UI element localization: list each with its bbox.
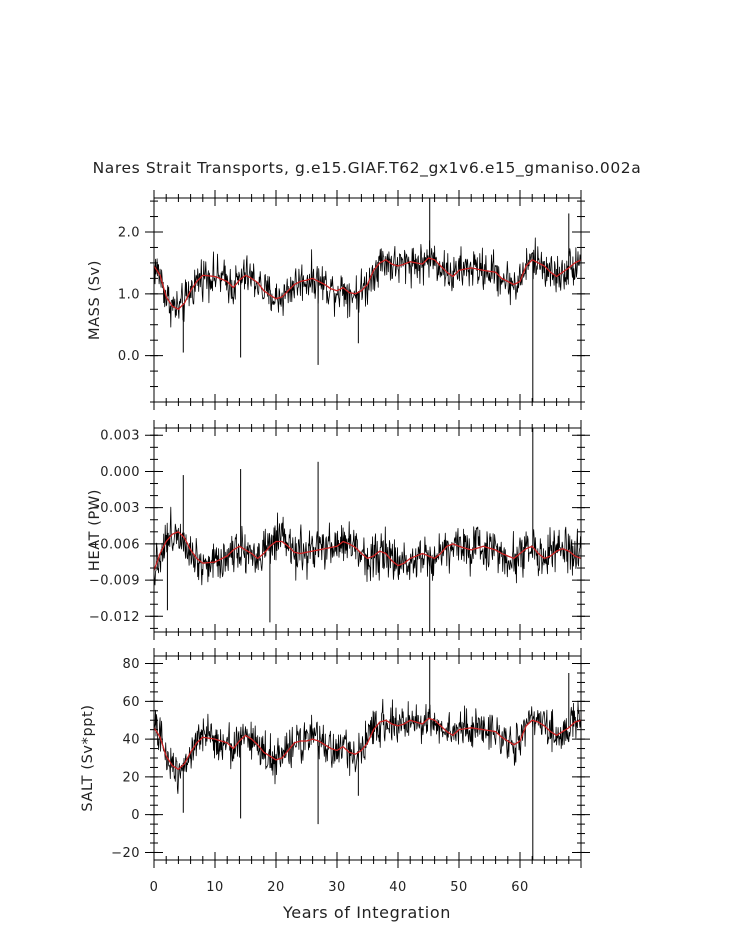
x-tick-label: 30 — [328, 880, 346, 895]
y-tick-label: −0.012 — [89, 610, 140, 625]
salt-y-axis-label: SALT (Sv*ppt) — [80, 704, 96, 811]
mass-y-tick-labels: 0.0 1.0 2.0 — [118, 226, 140, 365]
salt-axis-ticks — [145, 648, 590, 868]
heat-panel: −0.012 −0.009 −0.006 −0.003 0.000 0.003 HEAT … — [87, 420, 590, 640]
x-tick-label: 60 — [511, 880, 529, 895]
heat-frame — [153, 427, 582, 633]
salt-raw-line — [153, 698, 582, 794]
heat-smoothed-line — [153, 531, 582, 571]
mass-raw-line — [153, 237, 582, 328]
y-tick-label: 0.0 — [118, 349, 140, 364]
y-tick-label: 2.0 — [118, 226, 140, 241]
salt-smoothed-line — [153, 717, 582, 770]
mass-raw-series — [153, 198, 582, 402]
salt-y-tick-labels: −20 0 20 40 60 80 — [111, 657, 140, 861]
salt-frame — [153, 655, 582, 861]
heat-raw-series — [153, 428, 582, 632]
mass-panel: 0.0 1.0 2.0 MASS (Sv) — [87, 190, 590, 410]
salt-panel: −20 0 20 40 60 80 SALT (Sv*ppt) — [80, 648, 590, 868]
y-tick-label: −0.006 — [89, 537, 140, 552]
y-tick-label: 1.0 — [118, 287, 140, 302]
heat-spikes — [166, 428, 534, 632]
y-tick-label: 0 — [131, 808, 140, 823]
x-tick-labels: 0 10 20 30 40 50 60 — [150, 880, 529, 895]
y-tick-label: −0.003 — [89, 501, 140, 516]
y-tick-label: 40 — [122, 733, 140, 748]
mass-y-axis-label: MASS (Sv) — [87, 260, 103, 340]
x-tick-label: 50 — [450, 880, 468, 895]
x-axis-label: Years of Integration — [282, 903, 451, 922]
salt-raw-series — [153, 656, 582, 860]
y-tick-label: 60 — [122, 695, 140, 710]
y-tick-label: 0.003 — [100, 429, 140, 444]
chart-title: Nares Strait Transports, g.e15.GIAF.T62_… — [93, 159, 642, 178]
x-tick-label: 10 — [206, 880, 224, 895]
x-tick-label: 0 — [150, 880, 159, 895]
y-tick-label: −0.009 — [89, 574, 140, 589]
y-tick-label: 0.000 — [100, 465, 140, 480]
mass-spikes — [182, 198, 570, 402]
y-tick-label: 20 — [122, 770, 140, 785]
x-tick-label: 20 — [267, 880, 285, 895]
heat-y-axis-label: HEAT (PW) — [87, 489, 103, 571]
heat-y-tick-labels: −0.012 −0.009 −0.006 −0.003 0.000 0.003 — [89, 429, 140, 625]
y-tick-label: 80 — [122, 657, 140, 672]
mass-smoothed-line — [153, 257, 582, 310]
y-tick-label: −20 — [111, 846, 140, 861]
mass-frame — [153, 197, 582, 403]
heat-raw-line — [153, 506, 582, 586]
salt-spikes — [182, 656, 570, 860]
x-tick-label: 40 — [389, 880, 407, 895]
heat-axis-ticks — [145, 420, 590, 640]
